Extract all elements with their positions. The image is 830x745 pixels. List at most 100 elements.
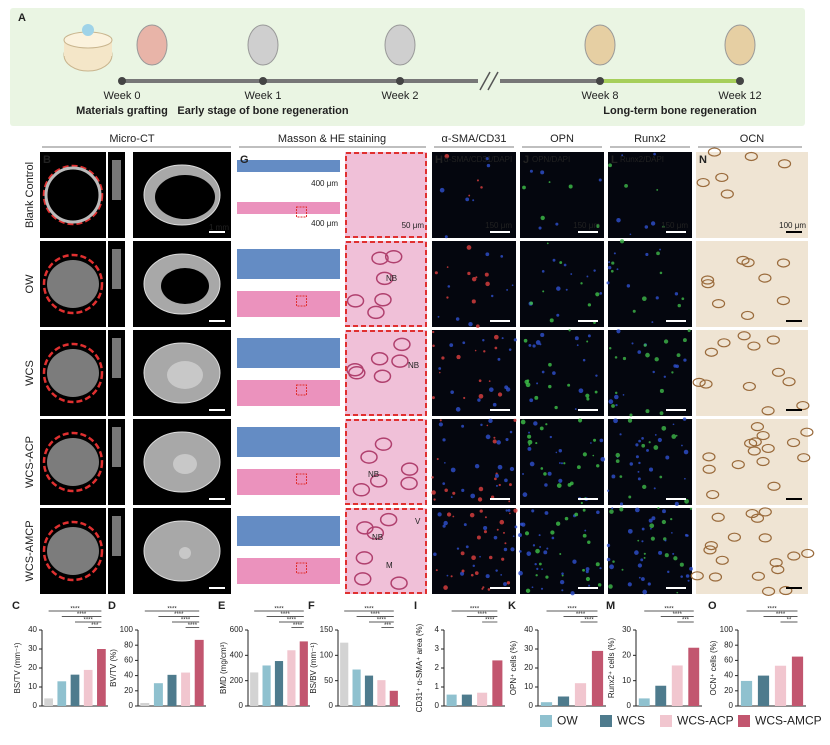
tissue-pink xyxy=(237,291,340,317)
osteon xyxy=(355,551,374,565)
osteon xyxy=(374,293,392,307)
signal xyxy=(503,531,505,534)
signal xyxy=(582,568,585,572)
signal xyxy=(661,519,666,525)
signal xyxy=(518,533,522,537)
signal xyxy=(446,266,449,268)
row-label: WCS-AMCP xyxy=(24,520,36,581)
stain xyxy=(708,572,723,582)
signal xyxy=(574,408,577,410)
panel-label: G xyxy=(240,154,249,166)
signal xyxy=(433,498,436,501)
y-tick-label: 0 xyxy=(729,701,734,710)
signal xyxy=(526,551,532,556)
osteon xyxy=(390,576,408,590)
signal xyxy=(559,261,563,264)
signal xyxy=(493,436,496,439)
bar xyxy=(364,675,374,706)
image-tile xyxy=(133,419,231,505)
signal xyxy=(444,462,446,464)
signal xyxy=(587,334,591,338)
bone xyxy=(112,516,121,556)
stain xyxy=(766,335,780,345)
signal xyxy=(659,271,663,275)
signal xyxy=(584,529,587,532)
signal xyxy=(475,324,480,328)
signal xyxy=(563,462,566,465)
image-tile xyxy=(345,330,427,416)
image-tile xyxy=(237,241,340,327)
signal xyxy=(585,393,590,398)
signal xyxy=(452,491,456,495)
signal xyxy=(580,501,583,505)
column-header: Masson & HE staining xyxy=(278,133,386,145)
osteon xyxy=(367,305,385,320)
bar xyxy=(181,672,191,706)
image-tile xyxy=(431,418,517,505)
signal xyxy=(672,552,675,555)
bar xyxy=(57,681,67,706)
signal xyxy=(657,506,660,510)
signal xyxy=(536,382,539,385)
signal xyxy=(480,186,483,189)
signal xyxy=(544,483,548,487)
signal xyxy=(563,263,567,267)
y-tick-label: 20 xyxy=(28,663,37,672)
signal xyxy=(637,477,641,481)
significance-label: **** xyxy=(84,617,94,623)
signal xyxy=(439,419,442,422)
signal xyxy=(471,299,476,304)
bar xyxy=(70,674,80,706)
y-tick-label: 50 xyxy=(324,676,333,685)
signal xyxy=(488,387,494,392)
signal xyxy=(431,396,435,400)
signal xyxy=(522,185,526,190)
signal xyxy=(543,550,548,555)
tissue-blue xyxy=(237,427,340,457)
signal xyxy=(560,462,564,465)
image-tile xyxy=(606,506,693,595)
signal xyxy=(650,221,656,226)
signal xyxy=(527,439,533,445)
signal xyxy=(574,512,579,517)
tissue-pink xyxy=(237,558,340,584)
signal xyxy=(466,245,472,250)
signal xyxy=(619,239,625,244)
signal xyxy=(644,225,649,229)
y-tick-label: 100 xyxy=(720,625,734,634)
osteon xyxy=(391,354,409,368)
signal xyxy=(606,543,611,548)
signal xyxy=(503,582,507,586)
signal xyxy=(610,269,614,273)
y-tick-label: 20 xyxy=(524,663,533,672)
signal xyxy=(642,484,647,490)
signal xyxy=(632,309,636,313)
signal xyxy=(641,296,647,302)
signal xyxy=(585,567,590,571)
signal xyxy=(540,332,545,338)
image-tile xyxy=(40,330,106,416)
signal xyxy=(528,443,531,446)
y-axis-label: BMD (mg/cm³) xyxy=(219,642,228,694)
signal xyxy=(613,418,618,424)
signal xyxy=(645,352,650,358)
signal xyxy=(535,574,538,577)
signal xyxy=(539,426,544,431)
legend-label: OW xyxy=(557,714,578,728)
signal xyxy=(684,498,689,504)
stain xyxy=(740,310,755,321)
signal xyxy=(470,573,474,577)
bar xyxy=(791,656,804,706)
signal xyxy=(539,546,542,548)
signal xyxy=(673,556,678,561)
signal xyxy=(611,507,614,510)
image-bg xyxy=(520,241,604,327)
signal xyxy=(586,275,589,278)
signal xyxy=(450,467,456,473)
bar xyxy=(250,672,259,706)
week-label: Week 12 xyxy=(718,90,761,102)
signal xyxy=(470,493,476,499)
signal xyxy=(496,440,501,445)
signal xyxy=(544,511,549,515)
signal xyxy=(682,417,687,421)
